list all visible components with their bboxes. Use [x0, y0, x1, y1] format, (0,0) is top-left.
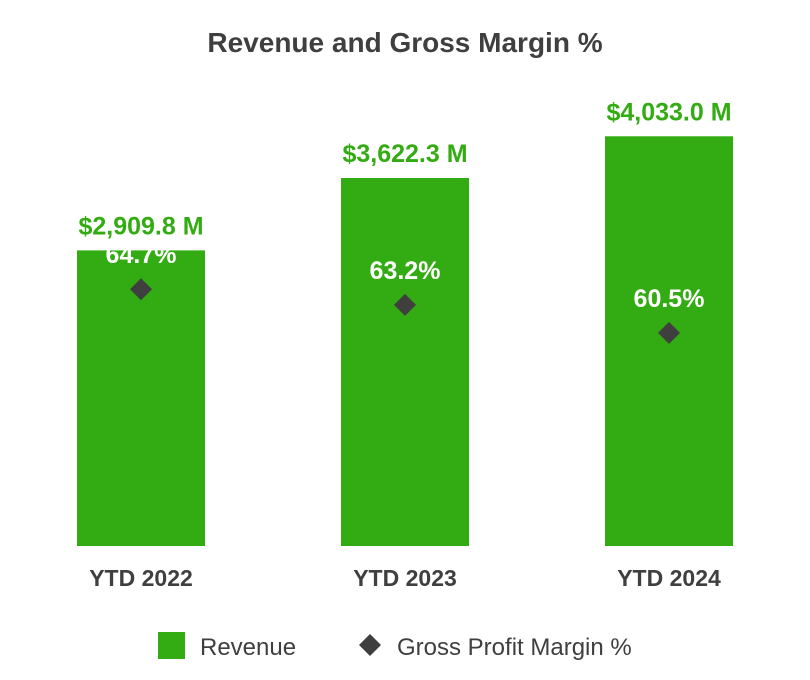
revenue-data-label: $3,622.3 M: [342, 140, 467, 168]
labels-layer: $2,909.8 M YTD 2022 64.7% $3,622.3 M YTD 202…: [78, 98, 731, 591]
markers-layer: [130, 278, 680, 344]
x-tick-label: YTD 2022: [89, 565, 193, 591]
margin-marker: [394, 293, 416, 316]
x-tick-label: YTD 2023: [353, 565, 457, 591]
margin-data-label: 60.5%: [634, 285, 705, 313]
diamond-icon: [359, 634, 381, 656]
chart-title: Revenue and Gross Margin %: [207, 27, 602, 58]
margin-data-label: 64.7%: [106, 241, 177, 269]
bars-layer: [77, 136, 733, 546]
legend: Revenue Gross Profit Margin %: [158, 632, 632, 661]
revenue-bar: [341, 178, 469, 546]
revenue-data-label: $2,909.8 M: [78, 212, 203, 240]
margin-marker: [130, 278, 152, 301]
legend-revenue-label: Revenue: [200, 634, 296, 661]
green-square-icon: [158, 632, 185, 659]
margin-data-label: 63.2%: [370, 257, 441, 285]
margin-marker: [658, 321, 680, 344]
revenue-data-label: $4,033.0 M: [606, 98, 731, 126]
x-tick-label: YTD 2024: [617, 565, 721, 591]
legend-margin-label: Gross Profit Margin %: [397, 634, 632, 661]
